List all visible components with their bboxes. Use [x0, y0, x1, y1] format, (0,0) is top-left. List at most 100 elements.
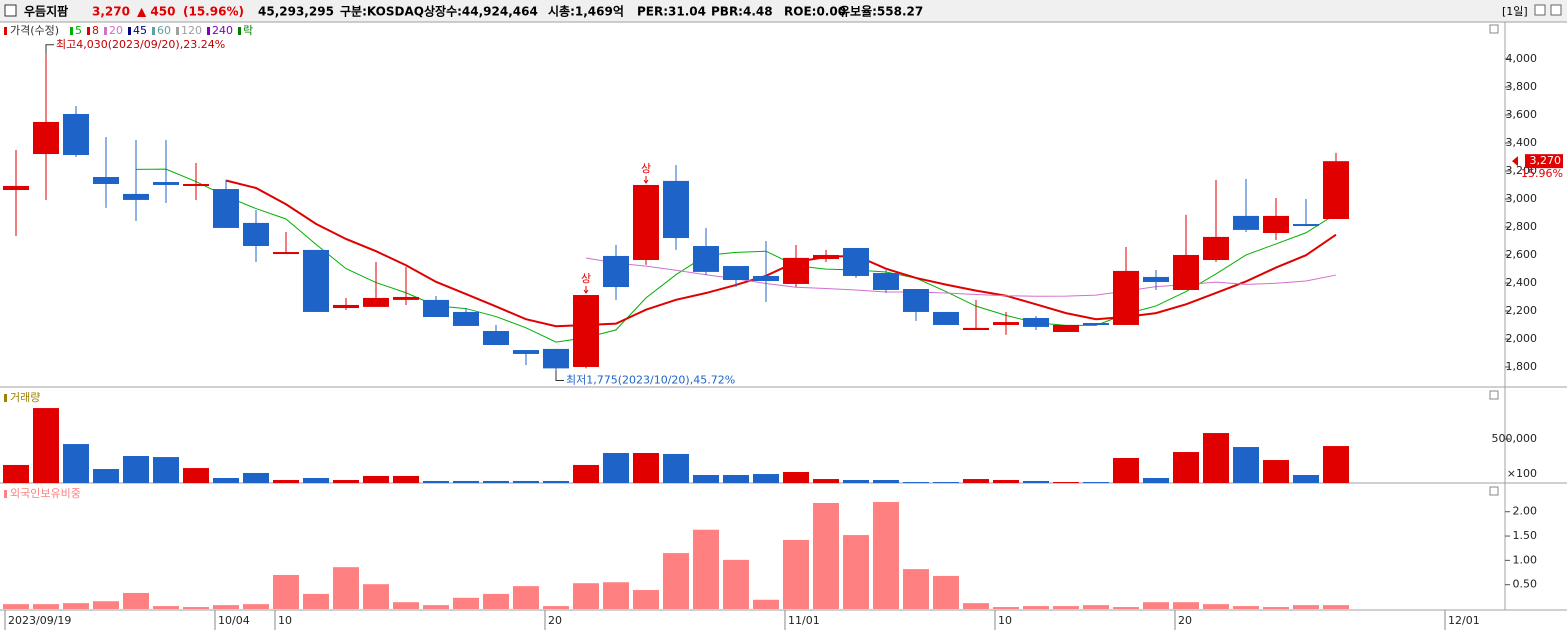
bar	[123, 455, 149, 483]
window-button[interactable]	[1550, 4, 1562, 16]
pbr: PBR:4.48	[711, 5, 773, 19]
candle-body	[63, 113, 89, 156]
stock-name: 우듬지팜	[24, 4, 68, 19]
bar	[993, 607, 1019, 609]
y-tick-label: 2,400	[1506, 276, 1538, 289]
bar	[153, 457, 179, 483]
bar	[513, 586, 539, 609]
candle-body	[1173, 254, 1199, 290]
volume: 45,293,295	[258, 5, 334, 19]
candle-body	[123, 193, 149, 200]
market-cap: 시총:1,469억	[548, 4, 624, 19]
candle-body	[1023, 317, 1049, 327]
bar	[153, 606, 179, 609]
bar	[1263, 460, 1289, 483]
bar	[633, 590, 659, 609]
candle-body	[393, 296, 419, 300]
bar	[903, 569, 929, 609]
candle-body	[33, 121, 59, 155]
reserve: 유보율:558.27	[839, 5, 923, 19]
unit-label: ×100	[1507, 467, 1537, 480]
bar	[363, 475, 389, 483]
candle-body	[1203, 236, 1229, 261]
bar	[1323, 446, 1349, 483]
moving-average	[225, 179, 1337, 328]
period[interactable]: [1일]	[1502, 4, 1528, 18]
change: ▲ 450	[137, 5, 175, 19]
candle-body	[723, 266, 749, 281]
bar	[1203, 604, 1229, 609]
candle-body	[693, 246, 719, 272]
bar	[1323, 605, 1349, 609]
bar	[1143, 477, 1169, 483]
y-tick-label: 2,200	[1506, 304, 1538, 317]
bar	[513, 480, 539, 483]
bar	[663, 553, 689, 609]
candle-body	[213, 189, 239, 228]
legend-label: 8	[92, 24, 99, 37]
bar	[483, 480, 509, 483]
y-tick-label: 1.50	[1513, 529, 1538, 542]
bar	[393, 475, 419, 483]
bar	[753, 474, 779, 483]
candle-body	[273, 252, 299, 255]
bar	[723, 559, 749, 609]
candle-body	[453, 311, 479, 326]
price-tag-change: 15.96%	[1521, 167, 1563, 180]
bar	[933, 575, 959, 609]
candle-body	[573, 295, 599, 367]
bar	[63, 603, 89, 609]
bar	[603, 453, 629, 483]
candle-body	[423, 299, 449, 317]
header-bar	[0, 0, 1567, 22]
panel-button[interactable]	[1489, 390, 1499, 400]
candle-body	[1293, 224, 1319, 227]
bar	[1023, 480, 1049, 483]
candle-body	[153, 182, 179, 185]
legend-swatch	[176, 27, 179, 35]
checkbox[interactable]	[4, 4, 17, 17]
limit-marker: 상	[641, 162, 651, 175]
bar	[873, 480, 899, 483]
legend-swatch	[4, 27, 7, 35]
candle-body	[543, 348, 569, 369]
bar	[1113, 607, 1139, 609]
annotation: 최고4,030(2023/09/20),23.24%	[56, 38, 225, 51]
panel-button[interactable]	[1489, 486, 1499, 496]
limit-marker: 상	[581, 272, 591, 285]
bar	[843, 535, 869, 609]
bar	[483, 593, 509, 609]
bar	[1293, 474, 1319, 483]
legend-swatch	[207, 27, 210, 35]
window-button[interactable]	[1534, 4, 1546, 16]
panel-button[interactable]	[1489, 24, 1499, 34]
bar	[3, 604, 29, 609]
y-tick-label: 0.50	[1513, 578, 1538, 591]
candle-body	[1143, 276, 1169, 282]
candle-body	[93, 176, 119, 184]
price-tag	[1525, 154, 1563, 169]
y-tick-label: 2,000	[1506, 332, 1538, 345]
bar	[123, 592, 149, 609]
legend-swatch	[238, 27, 241, 35]
candle-body	[993, 322, 1019, 325]
y-tick-label: 3,600	[1506, 108, 1538, 121]
bar	[243, 604, 269, 609]
panel-title: 거래량	[10, 391, 40, 404]
legend-label: 45	[133, 24, 147, 37]
bar	[213, 477, 239, 483]
bar	[1023, 606, 1049, 609]
x-tick-label: 12/01	[1448, 614, 1480, 627]
market: 구분:KOSDAQ	[340, 5, 424, 19]
bar	[1083, 605, 1109, 609]
legend-swatch	[87, 27, 90, 35]
bar	[213, 605, 239, 609]
candle-body	[663, 180, 689, 239]
candle-body	[873, 273, 899, 290]
bar	[963, 603, 989, 609]
candle-body	[303, 249, 329, 312]
bar	[753, 599, 779, 609]
legend-label: 20	[109, 24, 123, 37]
candle-body	[333, 304, 359, 309]
legend-label: 락	[243, 24, 253, 37]
